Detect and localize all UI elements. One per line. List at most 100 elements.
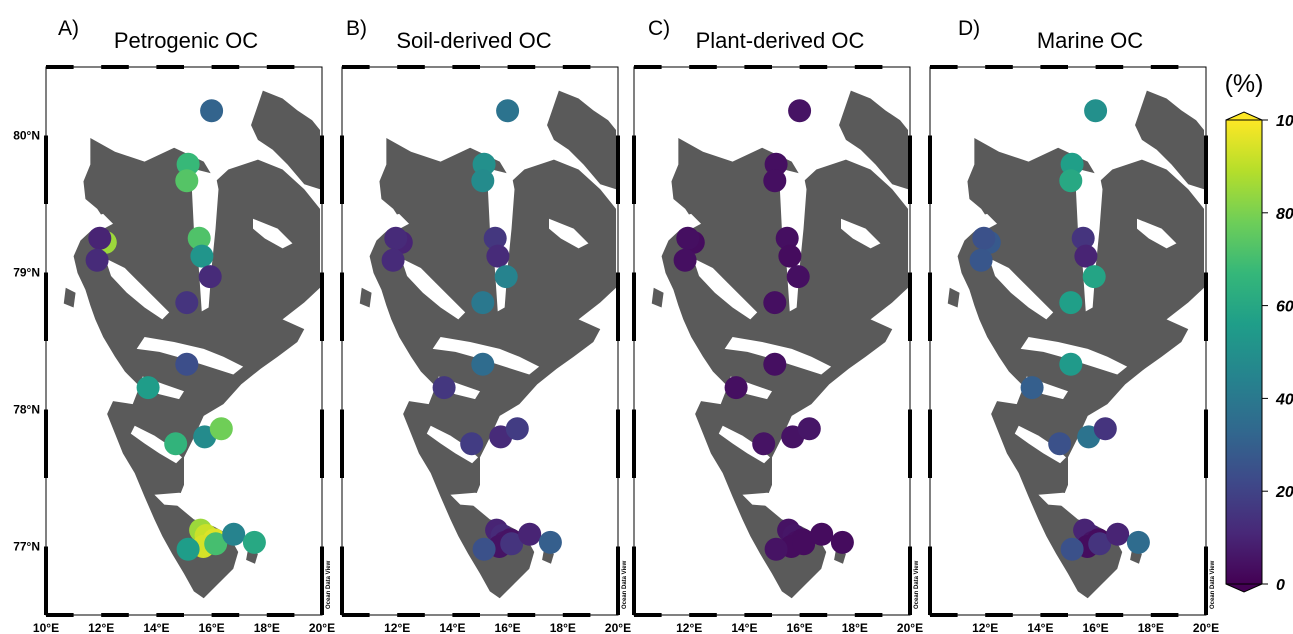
- panel-b-letter: B): [346, 17, 367, 40]
- colorbar-gradient: [1225, 119, 1263, 585]
- panel-d-markers: [969, 99, 1150, 561]
- station-marker: [778, 244, 802, 268]
- station-marker: [1071, 226, 1095, 250]
- frame-dash: [799, 613, 828, 617]
- frame-dash: [616, 409, 620, 478]
- colorbar-tick-label: 80: [1276, 206, 1293, 223]
- frame-dash: [452, 613, 480, 617]
- lon-tick-label: 20°E: [309, 621, 335, 634]
- lon-tick-label: 10°E: [33, 621, 59, 634]
- colorbar-tick-label: 100: [1276, 113, 1293, 130]
- station-marker: [471, 169, 495, 193]
- station-marker: [518, 522, 542, 546]
- frame-dash: [342, 65, 370, 69]
- station-marker: [830, 530, 854, 554]
- station-marker: [486, 244, 510, 268]
- station-marker: [472, 152, 496, 176]
- station-marker: [1059, 352, 1083, 376]
- station-marker: [763, 291, 787, 315]
- frame-dash: [101, 613, 129, 617]
- frame-dash: [1204, 272, 1208, 341]
- frame-dash: [1150, 65, 1179, 69]
- panel-a-title: Petrogenic OC: [114, 28, 258, 53]
- frame-dash: [320, 135, 324, 204]
- lat-tick-label: 77°N: [13, 540, 40, 554]
- frame-dash: [928, 409, 932, 478]
- frame-dash: [46, 613, 74, 617]
- lon-tick-label: 18°E: [842, 621, 868, 634]
- station-marker: [676, 226, 700, 250]
- station-marker: [136, 376, 160, 400]
- frame-dash: [44, 546, 48, 615]
- station-marker: [792, 532, 816, 556]
- lon-tick-label: 14°E: [143, 621, 169, 634]
- panel-a-letter: A): [58, 17, 79, 40]
- station-marker: [1020, 376, 1044, 400]
- station-marker: [198, 265, 222, 289]
- frame-dash: [928, 135, 932, 204]
- lon-tick-label: 12°E: [88, 621, 114, 634]
- lon-tick-label: 20°E: [1193, 621, 1219, 634]
- panel-d: D) Marine OC 12°E 14°E 16°E 18°E 20°E Ocean …: [928, 17, 1219, 634]
- frame-dash: [908, 546, 912, 615]
- station-marker: [1059, 169, 1083, 193]
- station-marker: [538, 530, 562, 554]
- frame-dash: [46, 65, 74, 69]
- station-marker: [472, 537, 496, 561]
- station-marker: [175, 291, 199, 315]
- frame-dash: [320, 409, 324, 478]
- frame-dash: [101, 65, 129, 69]
- frame-dash: [44, 272, 48, 341]
- station-marker: [1060, 537, 1084, 561]
- station-marker: [505, 417, 529, 441]
- station-marker: [810, 522, 834, 546]
- station-marker: [500, 532, 524, 556]
- lon-tick-label: 16°E: [787, 621, 813, 634]
- frame-dash: [507, 65, 536, 69]
- frame-dash: [689, 65, 717, 69]
- frame-dash: [689, 613, 717, 617]
- lon-tick-label: 18°E: [254, 621, 280, 634]
- station-marker: [432, 376, 456, 400]
- panel-b-watermark: Ocean Data View: [622, 560, 628, 609]
- frame-dash: [320, 272, 324, 341]
- lat-tick-label: 80°N: [13, 129, 40, 143]
- frame-dash: [854, 65, 883, 69]
- frame-dash: [632, 546, 636, 615]
- station-marker: [1082, 265, 1106, 289]
- frame-dash: [340, 546, 344, 615]
- colorbar: (%) 100 80 60 40 20 0: [1225, 70, 1293, 594]
- frame-dash: [632, 409, 636, 478]
- frame-dash: [908, 272, 912, 341]
- station-marker: [969, 248, 993, 272]
- frame-dash: [342, 613, 370, 617]
- panel-c: C) Plant-derived OC 12°E 14°E 16°E 18°E 20°E…: [632, 17, 923, 634]
- colorbar-label: (%): [1225, 70, 1264, 98]
- frame-dash: [452, 65, 480, 69]
- frame-dash: [632, 272, 636, 341]
- frame-dash: [156, 65, 184, 69]
- station-marker: [164, 432, 188, 456]
- frame-dash: [156, 613, 184, 617]
- station-marker: [1084, 99, 1108, 123]
- frame-dash: [634, 65, 662, 69]
- frame-dash: [266, 613, 295, 617]
- station-marker: [381, 248, 405, 272]
- station-marker: [775, 226, 799, 250]
- lon-tick-label: 16°E: [199, 621, 225, 634]
- panel-d-title: Marine OC: [1037, 28, 1143, 53]
- station-marker: [384, 226, 408, 250]
- station-marker: [175, 169, 199, 193]
- station-marker: [204, 532, 228, 556]
- panel-c-title: Plant-derived OC: [696, 28, 865, 53]
- frame-dash: [616, 546, 620, 615]
- frame-dash: [854, 613, 883, 617]
- frame-dash: [908, 409, 912, 478]
- panel-d-frame-ticks: 12°E 14°E 16°E 18°E 20°E: [928, 65, 1219, 634]
- frame-dash: [1040, 613, 1068, 617]
- frame-dash: [616, 135, 620, 204]
- frame-dash: [562, 65, 591, 69]
- station-marker: [764, 537, 788, 561]
- colorbar-top-cap: [1225, 111, 1263, 121]
